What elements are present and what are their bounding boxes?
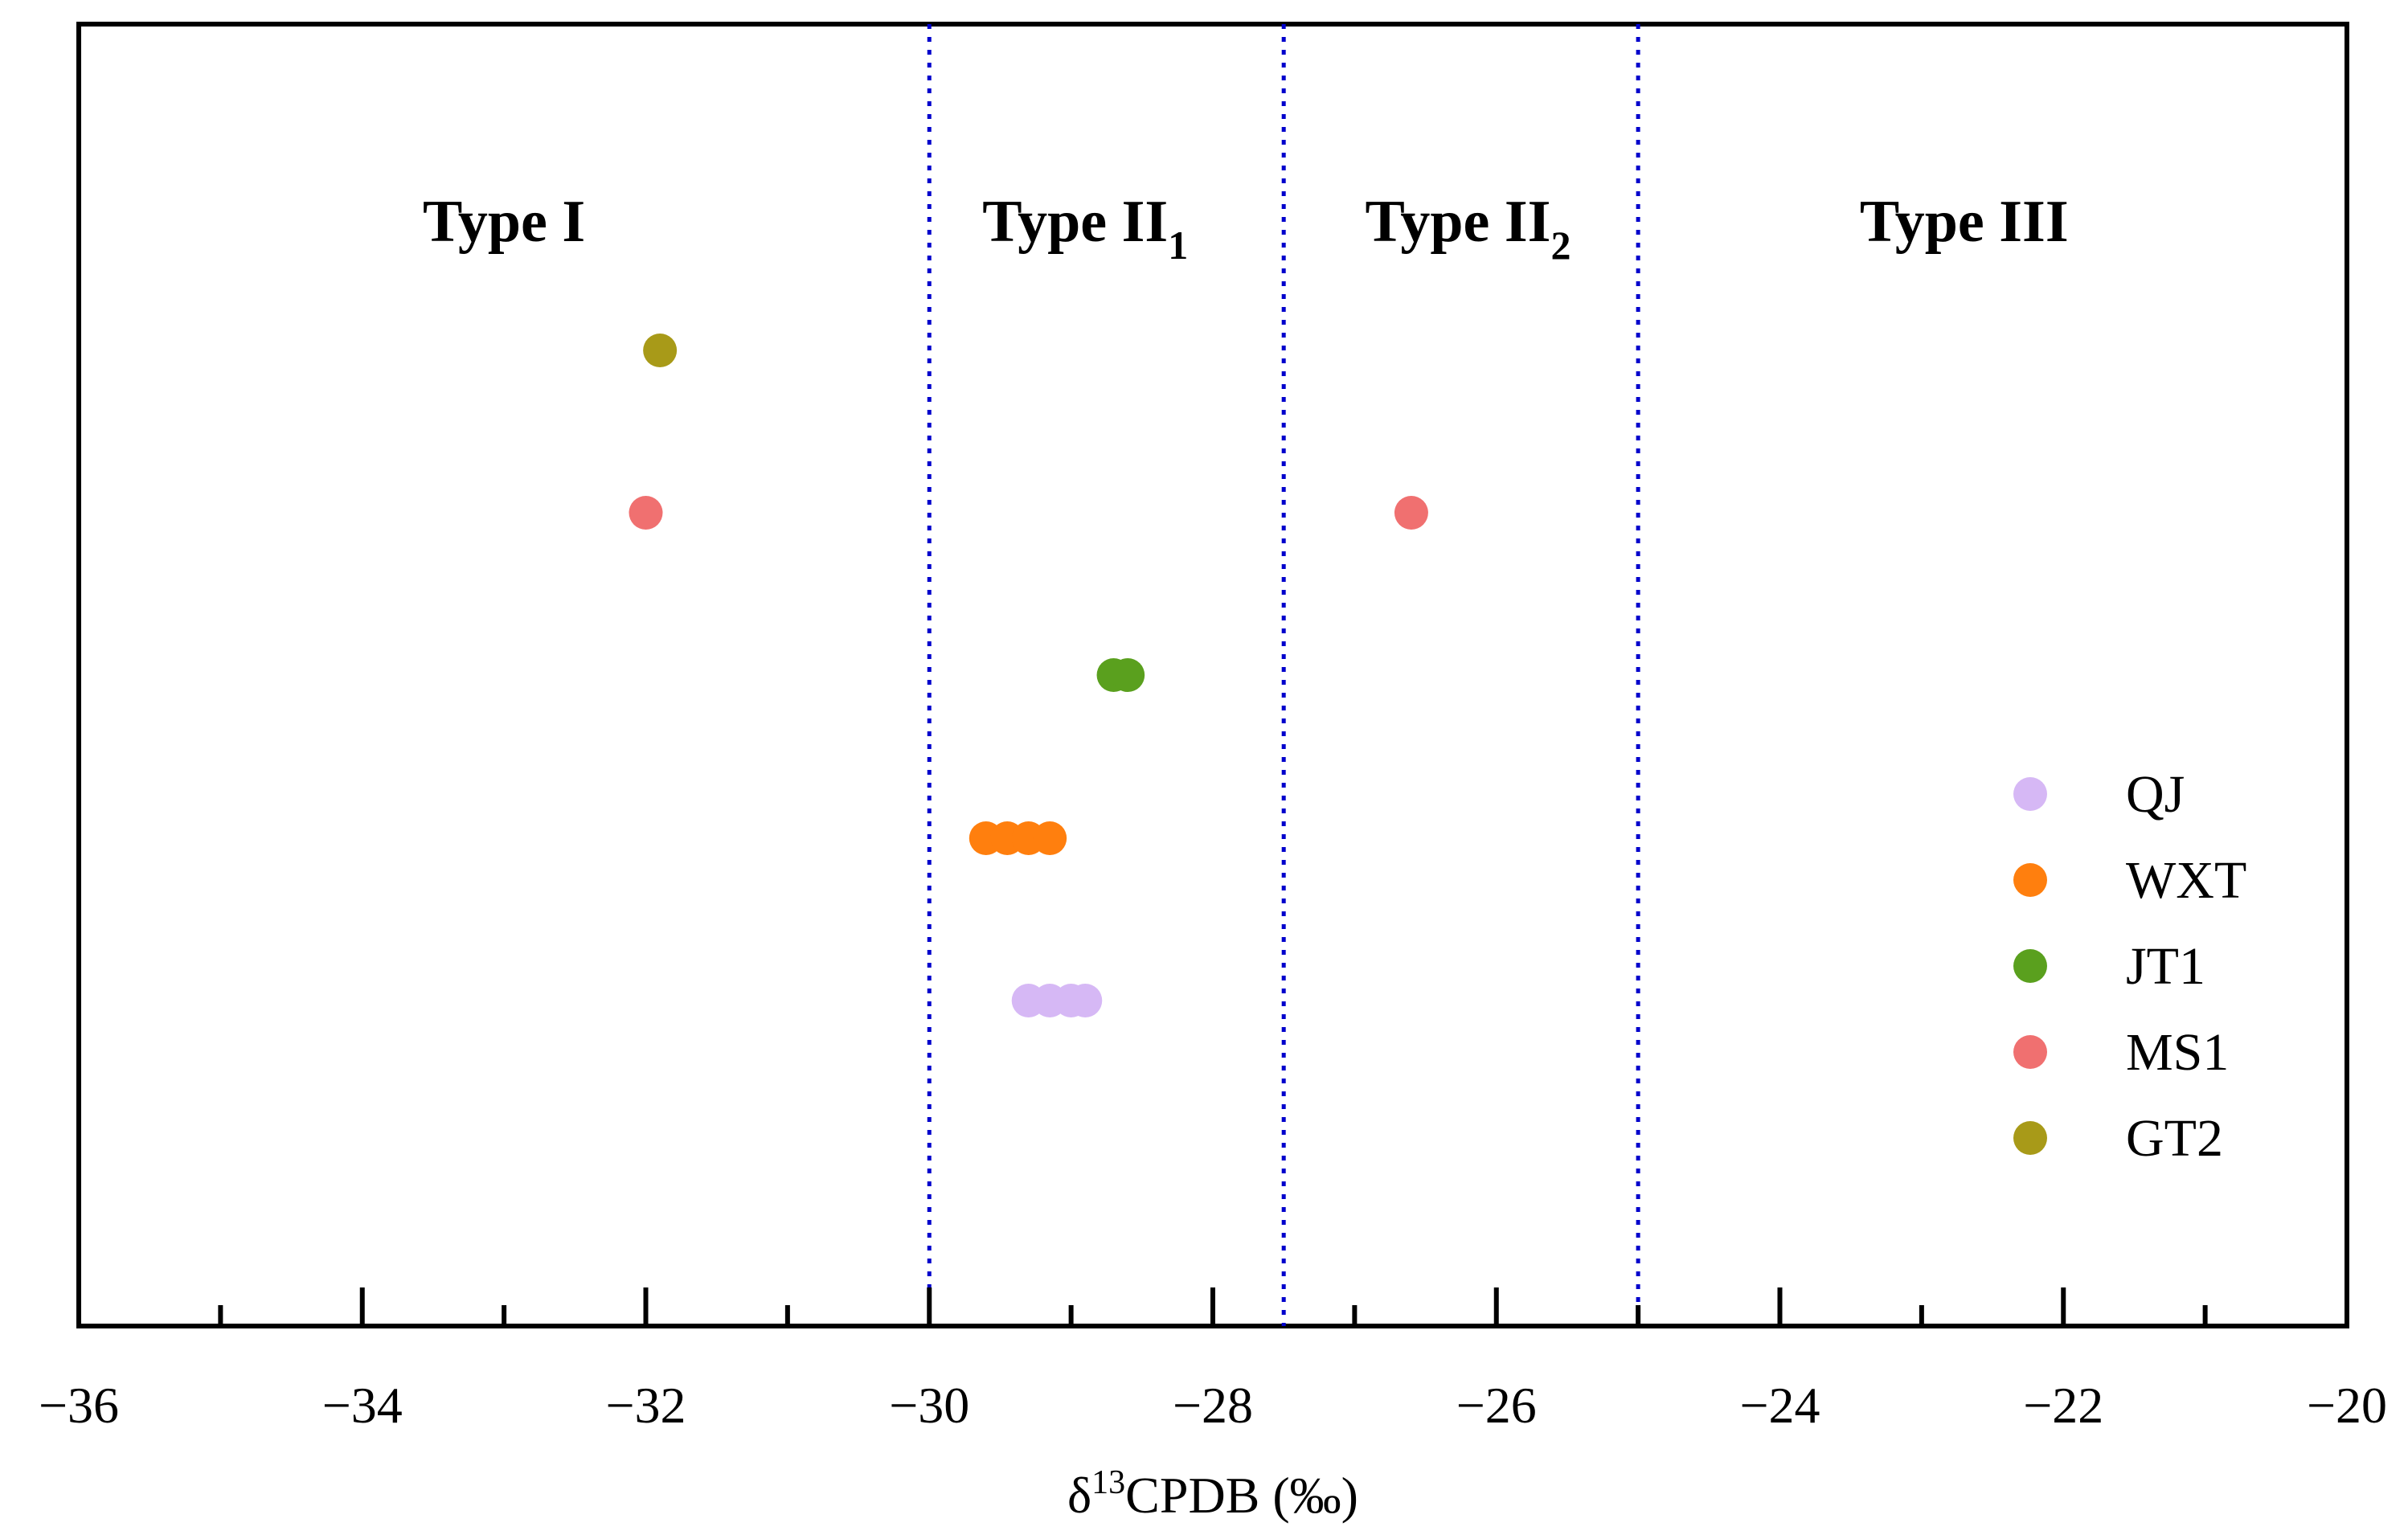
- point-ms1: [629, 496, 663, 530]
- type-boundaries: [927, 24, 1640, 1326]
- region-label-1: Type I: [423, 189, 585, 255]
- legend-label-gt2: GT2: [2126, 1109, 2223, 1168]
- legend-marker-ms1: [2013, 1035, 2047, 1069]
- tick-label: −22: [2023, 1377, 2103, 1434]
- region-labels: Type I Type II1 Type II2 Type III: [423, 189, 2069, 268]
- legend-marker-gt2: [2013, 1121, 2047, 1155]
- tick-label: −36: [39, 1377, 119, 1434]
- point-ms1: [1394, 496, 1428, 530]
- point-qj: [1068, 984, 1103, 1017]
- legend-label-qj: QJ: [2126, 765, 2185, 824]
- legend-label-jt1: JT1: [2126, 937, 2205, 996]
- data-points: [629, 334, 1428, 1017]
- legend-marker-jt1: [2013, 949, 2047, 983]
- x-axis-title-superscript: 13: [1091, 1464, 1125, 1501]
- point-wxt: [1033, 821, 1067, 855]
- legend-label-wxt: WXT: [2126, 851, 2246, 910]
- x-axis-ticks: [76, 1287, 2349, 1326]
- region-label-2: Type II1: [982, 189, 1188, 268]
- region-label-3: Type II2: [1365, 189, 1571, 268]
- point-gt2: [643, 334, 678, 367]
- legend-marker-qj: [2013, 777, 2047, 811]
- tick-label: −26: [1456, 1377, 1537, 1434]
- tick-label: −28: [1173, 1377, 1253, 1434]
- tick-label: −30: [889, 1377, 969, 1434]
- legend: QJ WXT JT1 MS1 GT2: [2013, 765, 2246, 1168]
- tick-label: −24: [1739, 1377, 1820, 1434]
- x-axis-tick-labels: −36 −34 −32 −30 −28 −26 −24 −22 −20: [39, 1377, 2387, 1434]
- point-jt1: [1111, 658, 1145, 692]
- legend-marker-wxt: [2013, 863, 2047, 897]
- legend-label-ms1: MS1: [2126, 1023, 2229, 1082]
- tick-label: −34: [322, 1377, 403, 1434]
- tick-label: −32: [605, 1377, 686, 1434]
- region-label-4: Type III: [1860, 189, 2069, 255]
- tick-label: −20: [2307, 1377, 2387, 1434]
- x-axis-title: δ13CPDB (‰): [1067, 1464, 1358, 1524]
